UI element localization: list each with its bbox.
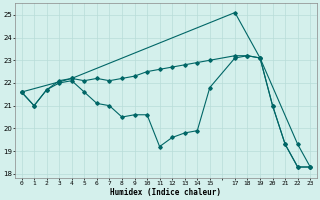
X-axis label: Humidex (Indice chaleur): Humidex (Indice chaleur) bbox=[110, 188, 221, 197]
